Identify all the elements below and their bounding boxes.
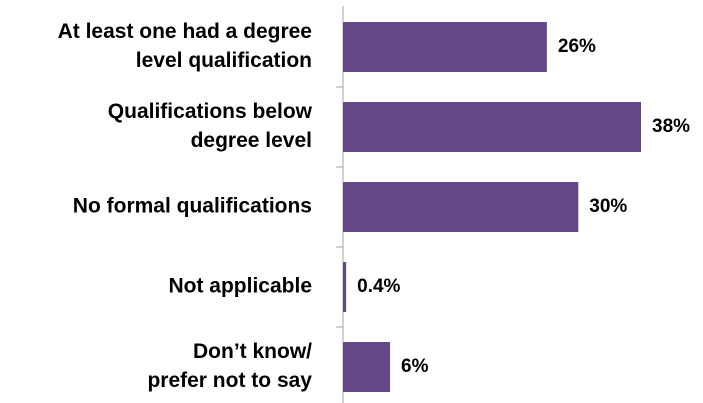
value-label: 26% <box>558 36 596 57</box>
bar <box>343 262 347 312</box>
bar <box>343 102 641 152</box>
category-label: level qualification <box>136 49 312 72</box>
category-label: No formal qualifications <box>73 195 312 218</box>
category-label: prefer not to say <box>147 369 312 392</box>
value-label: 30% <box>589 196 627 217</box>
category-label: Qualifications below <box>108 100 313 123</box>
category-label: Don’t know/ <box>193 340 312 363</box>
category-label: degree level <box>191 129 312 152</box>
category-label: Not applicable <box>168 275 312 298</box>
value-label: 38% <box>652 116 690 137</box>
value-label: 0.4% <box>357 276 400 297</box>
category-label: At least one had a degree <box>58 20 312 43</box>
bar <box>343 342 391 392</box>
bar <box>343 22 547 72</box>
value-label: 6% <box>401 356 429 377</box>
bar <box>343 182 579 232</box>
